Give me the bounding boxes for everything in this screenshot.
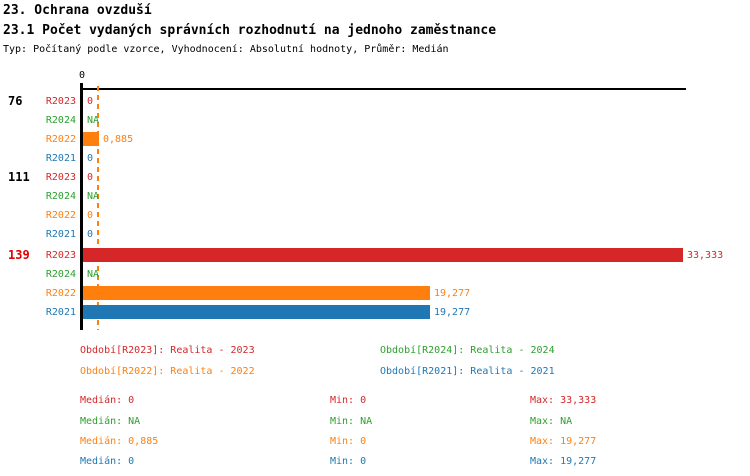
stat-max-r2024: Max: NA xyxy=(530,416,573,427)
bar-value-label: 0 xyxy=(87,96,94,107)
x-axis-tick-label: 0 xyxy=(78,70,86,81)
bar-row: R2022 0 xyxy=(0,206,750,225)
y-axis-line xyxy=(80,83,83,330)
legend-item-r2022: Období[R2022]: Realita - 2022 xyxy=(80,366,255,377)
bar-row: 111 R2023 0 xyxy=(0,168,750,187)
bar-row: R2024 NA xyxy=(0,187,750,206)
bar-value-label: 0 xyxy=(87,229,94,240)
bar-value-label: 0,885 xyxy=(103,134,134,145)
bar-value-label: 19,277 xyxy=(434,288,471,299)
stat-min-r2024: Min: NA xyxy=(330,416,373,427)
series-label: R2024 xyxy=(45,269,76,280)
series-label: R2022 xyxy=(45,210,76,221)
series-label: R2022 xyxy=(45,288,76,299)
bar-value-label: 19,277 xyxy=(434,307,471,318)
bar-value-label: NA xyxy=(87,191,100,202)
bar-value-label: NA xyxy=(87,115,100,126)
series-label: R2021 xyxy=(45,307,76,318)
bar-row: R2021 0 xyxy=(0,149,750,168)
bar-value-label: 0 xyxy=(87,153,94,164)
series-label: R2023 xyxy=(45,96,76,107)
series-label: R2023 xyxy=(45,172,76,183)
group-label: 111 xyxy=(8,170,30,184)
bar-r2021 xyxy=(83,305,430,319)
legend-item-r2023: Období[R2023]: Realita - 2023 xyxy=(80,345,255,356)
series-label: R2022 xyxy=(45,134,76,145)
bar-row: R2024 NA xyxy=(0,111,750,130)
stat-min-r2022: Min: 0 xyxy=(330,436,367,447)
stat-min-r2023: Min: 0 xyxy=(330,395,367,406)
bar-row: R2022 19,277 xyxy=(0,284,750,303)
group-label: 76 xyxy=(8,94,23,108)
bar-value-label: 0 xyxy=(87,210,94,221)
legend-item-r2024: Období[R2024]: Realita - 2024 xyxy=(380,345,555,356)
bar-row: R2021 19,277 xyxy=(0,303,750,322)
bar-row: R2022 0,885 xyxy=(0,130,750,149)
bar-value-label: 0 xyxy=(87,172,94,183)
series-label: R2021 xyxy=(45,229,76,240)
group-label: 139 xyxy=(8,248,30,262)
bar-row: 139 R2023 33,333 xyxy=(0,246,750,265)
stat-median-r2022: Medián: 0,885 xyxy=(80,436,159,447)
bar-value-label: 33,333 xyxy=(687,250,724,261)
stat-median-r2021: Medián: 0 xyxy=(80,456,135,467)
bar-r2022 xyxy=(83,132,99,146)
bar-row: R2024 NA xyxy=(0,265,750,284)
bar-r2022 xyxy=(83,286,430,300)
stat-max-r2023: Max: 33,333 xyxy=(530,395,597,406)
legend-item-r2021: Období[R2021]: Realita - 2021 xyxy=(380,366,555,377)
series-label: R2024 xyxy=(45,191,76,202)
series-label: R2024 xyxy=(45,115,76,126)
chart-subtitle: 23.1 Počet vydaných správních rozhodnutí… xyxy=(3,23,497,38)
bar-row: 76 R2023 0 xyxy=(0,92,750,111)
bar-row: R2021 0 xyxy=(0,225,750,244)
stat-median-r2023: Medián: 0 xyxy=(80,395,135,406)
series-label: R2023 xyxy=(45,250,76,261)
series-label: R2021 xyxy=(45,153,76,164)
page-title: 23. Ochrana ovzduší xyxy=(3,3,152,18)
chart-meta-line: Typ: Počítaný podle vzorce, Vyhodnocení:… xyxy=(3,44,449,55)
bar-r2023 xyxy=(83,248,683,262)
bar-value-label: NA xyxy=(87,269,100,280)
stat-max-r2021: Max: 19,277 xyxy=(530,456,597,467)
x-axis-line xyxy=(82,88,686,90)
stat-max-r2022: Max: 19,277 xyxy=(530,436,597,447)
stat-min-r2021: Min: 0 xyxy=(330,456,367,467)
median-line xyxy=(97,86,99,330)
stat-median-r2024: Medián: NA xyxy=(80,416,141,427)
